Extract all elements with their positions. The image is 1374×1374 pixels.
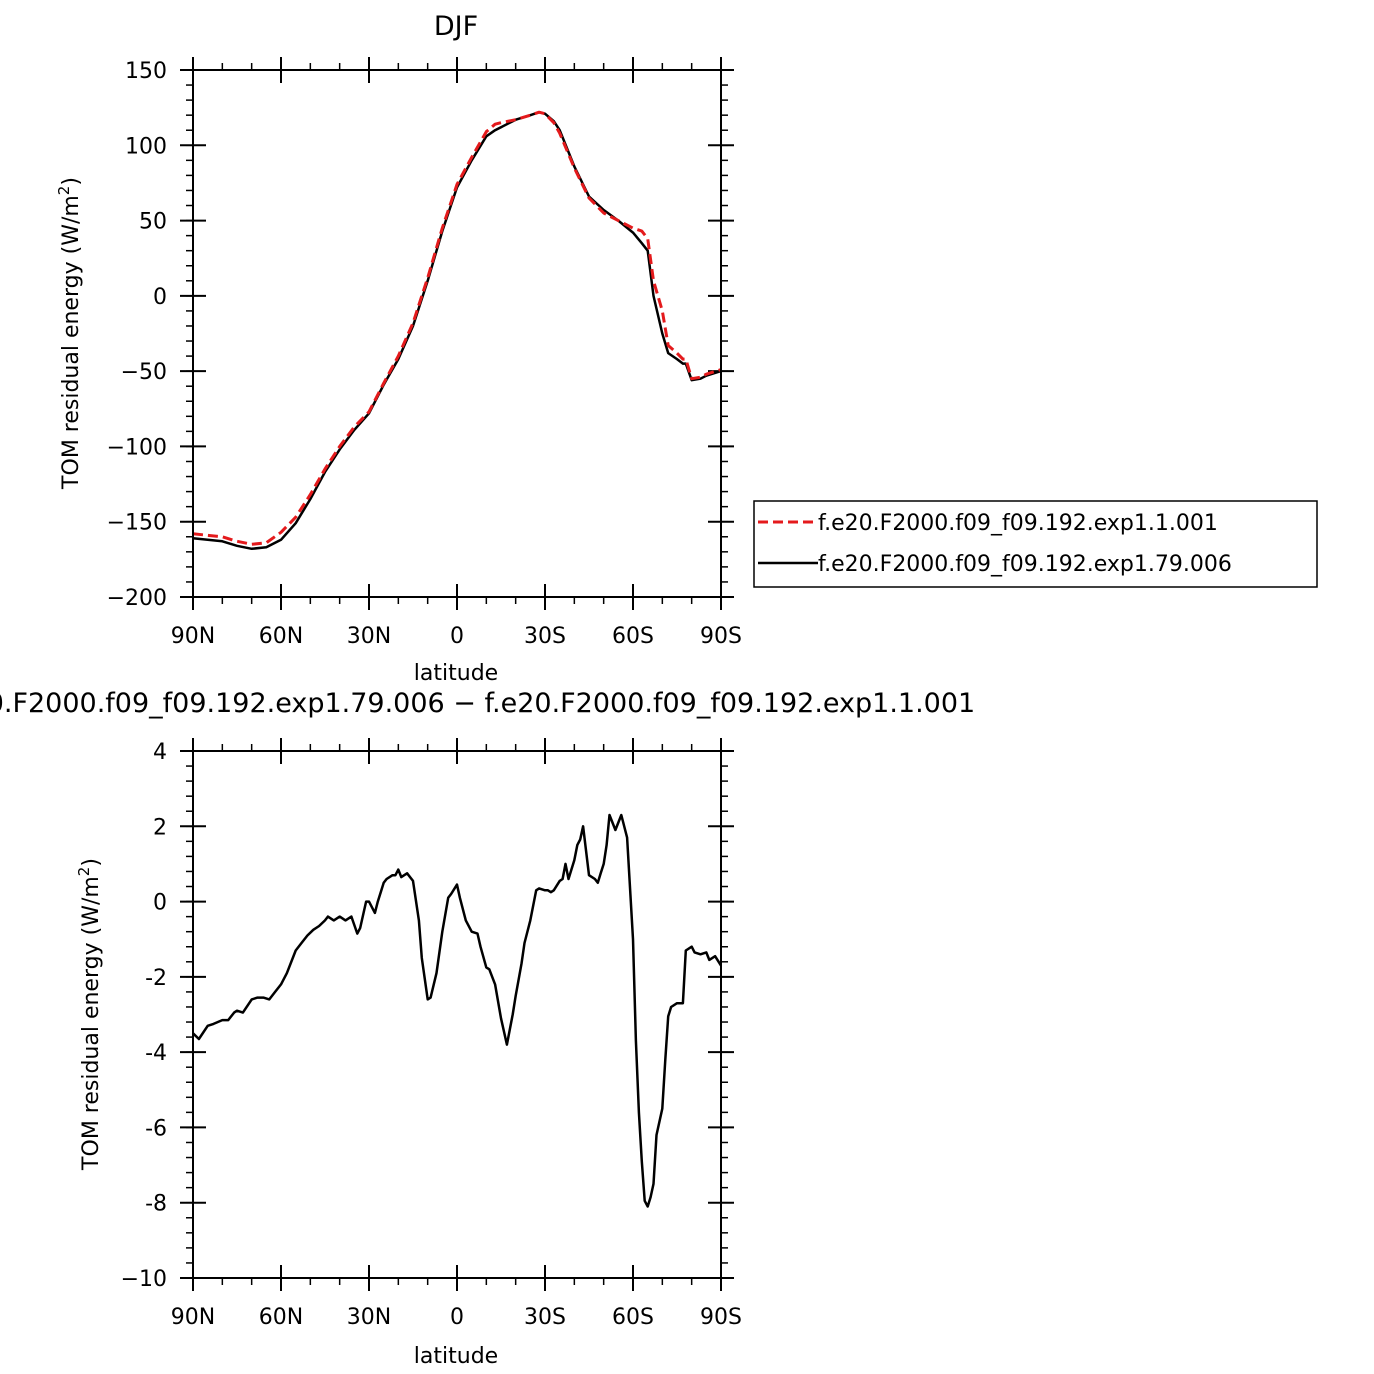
top-chart-xtick-label: 90N bbox=[171, 624, 215, 649]
bottom-chart-ylabel: TOM residual energy (W/m2) bbox=[75, 858, 104, 1171]
top-chart-series bbox=[192, 110, 722, 551]
bottom-chart-ytick-label: -2 bbox=[145, 966, 167, 991]
bottom-chart-ytick-labels: 4 2 0 -2 -4 -6 -8 −10 bbox=[121, 740, 167, 1292]
bottom-chart-ytick-label: -4 bbox=[145, 1041, 167, 1066]
bottom-chart-series-line-1 bbox=[192, 813, 723, 1208]
top-chart-ytick-label: 50 bbox=[139, 210, 167, 235]
bottom-chart-ylabel-main: TOM residual energy (W/m bbox=[79, 876, 104, 1171]
bottom-chart-ticks bbox=[180, 738, 734, 1291]
top-chart-ytick-label: −100 bbox=[107, 435, 167, 460]
bottom-chart-xtick-label: 60N bbox=[259, 1305, 303, 1330]
bottom-chart-xlabel: latitude bbox=[414, 1344, 498, 1369]
bottom-chart: f.e20.F2000.f09_f09.192.exp1.79.006 − f.… bbox=[0, 688, 975, 1369]
top-chart-ytick-label: −150 bbox=[107, 511, 167, 536]
bottom-chart-xtick-labels: 90N 60N 30N 0 30S 60S 90S bbox=[171, 1305, 742, 1330]
bottom-chart-ytick-label: 4 bbox=[153, 740, 167, 765]
top-chart-legend: f.e20.F2000.f09_f09.192.exp1.1.001 f.e20… bbox=[753, 500, 1318, 588]
top-chart-ytick-label: −200 bbox=[107, 586, 167, 611]
top-chart-ytick-labels: 150 100 50 0 −50 −100 −150 −200 bbox=[107, 59, 167, 611]
bottom-chart-ytick-label: -6 bbox=[145, 1116, 167, 1141]
bottom-chart-title: f.e20.F2000.f09_f09.192.exp1.79.006 − f.… bbox=[0, 688, 975, 719]
top-chart-xtick-label: 30S bbox=[524, 624, 566, 649]
top-chart-xtick-label: 30N bbox=[347, 624, 391, 649]
top-chart-series-line-1 bbox=[192, 110, 722, 546]
top-chart-ylabel-main: TOM residual energy (W/m bbox=[59, 195, 84, 490]
top-chart: DJF 150 100 50 0 −50 −100 −150 −200 90N 60N 30N 0 3… bbox=[55, 11, 1318, 686]
bottom-chart-xtick-label: 0 bbox=[450, 1305, 464, 1330]
top-chart-xtick-label: 0 bbox=[450, 624, 464, 649]
bottom-chart-xtick-label: 90N bbox=[171, 1305, 215, 1330]
bottom-chart-ytick-label: 2 bbox=[153, 815, 167, 840]
bottom-chart-frame bbox=[192, 750, 722, 1279]
bottom-chart-series bbox=[192, 813, 723, 1208]
top-chart-ylabel: TOM residual energy (W/m2) bbox=[55, 177, 84, 490]
top-chart-xlabel: latitude bbox=[414, 661, 498, 686]
bottom-chart-ylabel-close: ) bbox=[79, 858, 104, 867]
legend-label-series-1: f.e20.F2000.f09_f09.192.exp1.1.001 bbox=[818, 511, 1218, 536]
bottom-chart-xtick-label: 30S bbox=[524, 1305, 566, 1330]
bottom-chart-ytick-label: −10 bbox=[121, 1267, 167, 1292]
top-chart-ytick-label: −50 bbox=[121, 360, 167, 385]
top-chart-ylabel-sup: 2 bbox=[55, 186, 73, 196]
top-chart-ticks bbox=[180, 57, 734, 610]
top-chart-frame bbox=[192, 69, 722, 598]
bottom-chart-xtick-label: 90S bbox=[700, 1305, 742, 1330]
bottom-chart-ytick-label: 0 bbox=[153, 891, 167, 916]
bottom-chart-xtick-label: 30N bbox=[347, 1305, 391, 1330]
bottom-chart-ytick-label: -8 bbox=[145, 1192, 167, 1217]
top-chart-ylabel-close: ) bbox=[59, 177, 84, 186]
top-chart-series-line-2 bbox=[192, 110, 722, 551]
top-chart-title: DJF bbox=[434, 11, 478, 42]
top-chart-ytick-label: 150 bbox=[125, 59, 167, 84]
top-chart-ytick-label: 0 bbox=[153, 285, 167, 310]
bottom-chart-ylabel-sup: 2 bbox=[75, 867, 93, 877]
top-chart-xtick-label: 60N bbox=[259, 624, 303, 649]
top-chart-ytick-label: 100 bbox=[125, 134, 167, 159]
top-chart-xtick-labels: 90N 60N 30N 0 30S 60S 90S bbox=[171, 624, 742, 649]
top-chart-xtick-label: 90S bbox=[700, 624, 742, 649]
top-chart-xtick-label: 60S bbox=[612, 624, 654, 649]
legend-label-series-2: f.e20.F2000.f09_f09.192.exp1.79.006 bbox=[818, 552, 1232, 577]
bottom-chart-xtick-label: 60S bbox=[612, 1305, 654, 1330]
legend-box bbox=[753, 500, 1318, 588]
